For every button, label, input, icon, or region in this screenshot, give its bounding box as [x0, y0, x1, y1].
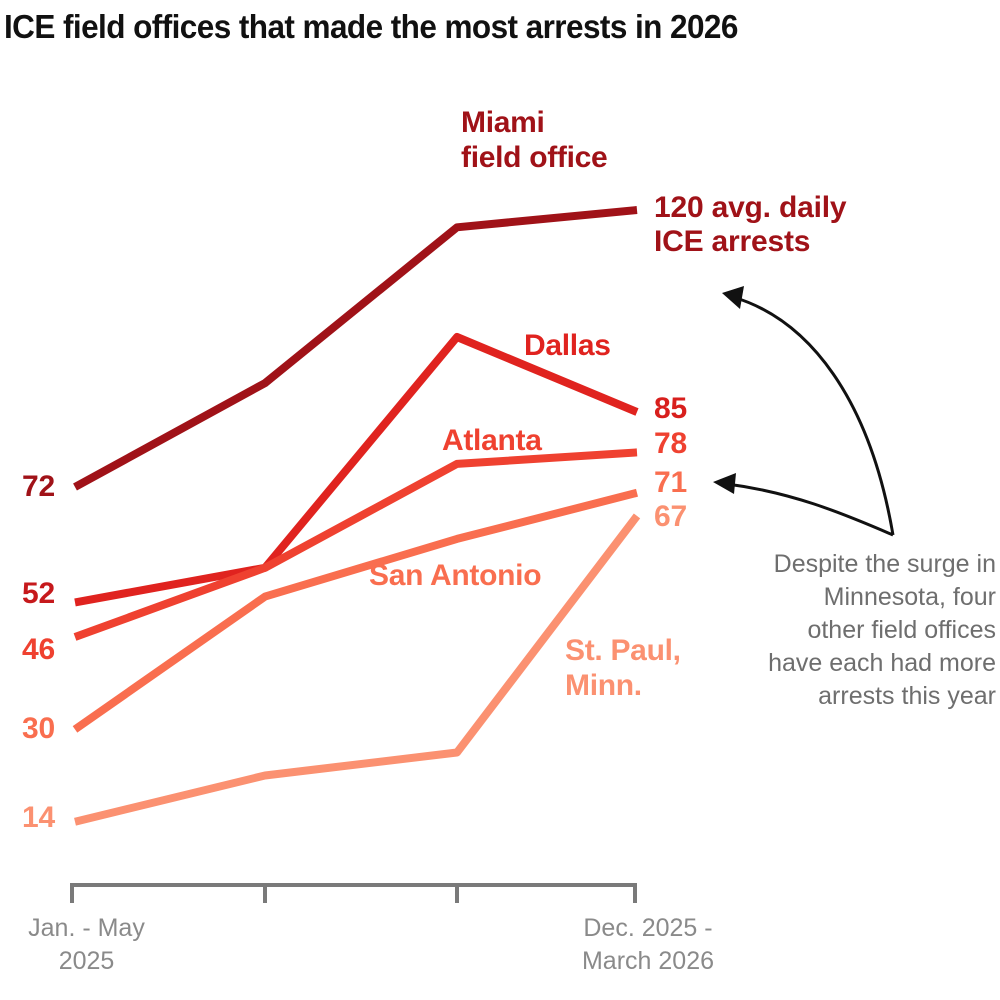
series-label-dallas: Dallas	[524, 329, 611, 362]
series-label-san-antonio: San Antonio	[369, 559, 542, 592]
x-tick-label-right: Dec. 2025 - March 2026	[581, 914, 715, 975]
series-label-atlanta: Atlanta	[442, 424, 542, 457]
start-value-st-paul: 14	[22, 801, 55, 834]
annotation-note: Despite the surge in Minnesota, four oth…	[768, 550, 996, 710]
page-title: ICE field offices that made the most arr…	[4, 8, 738, 45]
series-label-miami: Miami field office	[461, 106, 608, 174]
end-value-dallas: 85	[654, 392, 687, 425]
start-value-atlanta: 46	[22, 633, 55, 666]
series-label-st-paul: St. Paul, Minn.	[565, 634, 681, 702]
series-line-miami-field-office	[73, 206, 638, 491]
end-value-san-antonio: 71	[654, 466, 687, 499]
series-lines	[72, 206, 641, 826]
start-value-miami: 72	[22, 470, 55, 503]
series-line-atlanta	[73, 448, 638, 641]
series-line-san-antonio	[72, 488, 638, 733]
end-value-miami: 120 avg. daily ICE arrests	[654, 191, 847, 258]
end-value-st-paul: 67	[654, 500, 687, 533]
end-value-atlanta: 78	[654, 427, 687, 460]
x-tick-label-left: Jan. - May 2025	[28, 914, 145, 975]
start-value-dallas: 52	[22, 577, 55, 610]
x-axis-bracket	[70, 883, 637, 903]
annotation-arrows	[713, 286, 895, 537]
start-value-san-antonio: 30	[22, 712, 55, 745]
series-line-dallas	[74, 333, 639, 607]
series-line-st-paul-minn	[74, 513, 641, 826]
